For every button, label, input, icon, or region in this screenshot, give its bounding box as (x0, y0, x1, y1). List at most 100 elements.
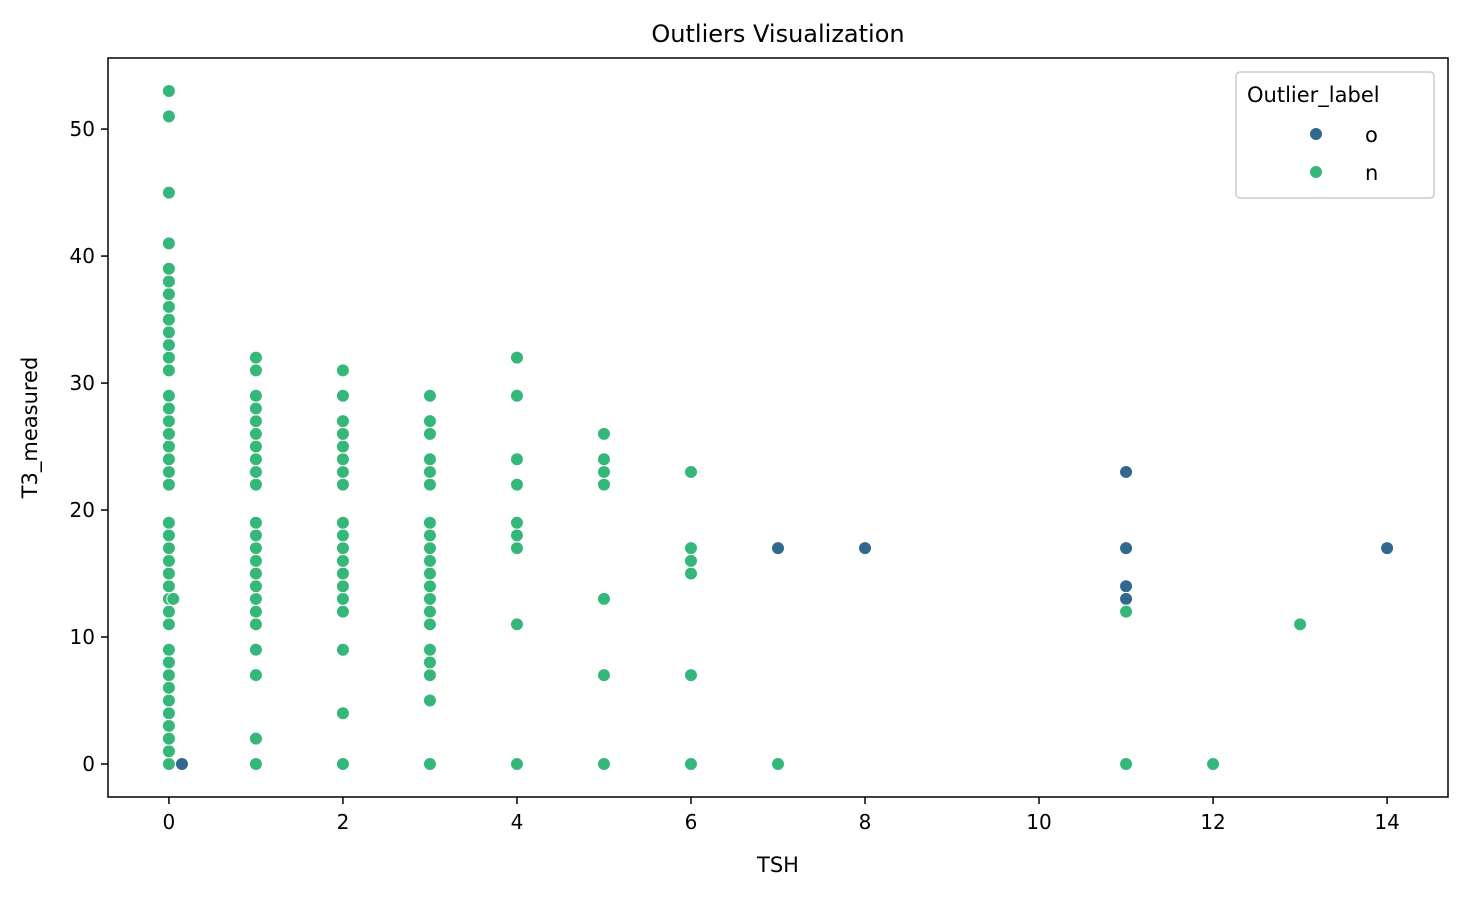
data-point-n-95 (422, 528, 437, 543)
data-point-o-5 (1119, 579, 1134, 594)
data-point-n-43 (248, 668, 263, 683)
data-point-n-60 (248, 401, 263, 416)
data-point-n-25 (161, 401, 176, 416)
data-point-o-7 (1380, 541, 1395, 556)
data-point-n-69 (335, 579, 350, 594)
y-axis-label: T3_measured (18, 357, 43, 500)
data-point-n-119 (683, 756, 698, 771)
data-point-n-54 (248, 477, 263, 492)
data-point-n-77 (335, 452, 350, 467)
chart-title: Outliers Visualization (651, 20, 904, 48)
data-point-n-111 (509, 350, 524, 365)
data-point-n-84 (422, 693, 437, 708)
data-point-n-49 (248, 566, 263, 581)
plot-frame (107, 57, 1449, 798)
data-point-n-124 (683, 464, 698, 479)
data-point-n-91 (422, 579, 437, 594)
data-point-n-5 (161, 693, 176, 708)
data-point-n-79 (335, 426, 350, 441)
data-point-n-76 (335, 464, 350, 479)
data-point-n-129 (1293, 617, 1308, 632)
data-point-o-2 (858, 541, 873, 556)
data-point-n-46 (248, 604, 263, 619)
data-point-n-1 (161, 744, 176, 759)
data-point-n-123 (683, 541, 698, 556)
data-point-n-128 (1206, 756, 1221, 771)
data-point-n-28 (161, 350, 176, 365)
data-point-n-99 (422, 452, 437, 467)
x-tick-label: 8 (859, 810, 872, 834)
data-point-n-31 (161, 312, 176, 327)
data-point-n-48 (248, 579, 263, 594)
data-point-n-125 (771, 756, 785, 771)
data-point-n-71 (335, 553, 350, 568)
data-point-n-81 (335, 388, 350, 403)
y-tick-label: 0 (82, 752, 95, 776)
data-point-n-83 (422, 756, 437, 771)
data-point-n-73 (335, 528, 350, 543)
data-point-n-103 (509, 756, 524, 771)
data-point-n-78 (335, 439, 350, 454)
data-point-n-37 (161, 185, 176, 200)
data-point-n-22 (161, 439, 176, 454)
data-point-n-94 (422, 541, 437, 556)
data-point-n-26 (161, 388, 176, 403)
data-point-n-88 (422, 617, 437, 632)
data-point-n-57 (248, 439, 263, 454)
x-tick-label: 12 (1200, 810, 1225, 834)
data-point-n-117 (596, 452, 611, 467)
legend-label-n: n (1365, 161, 1378, 185)
y-tick-label: 50 (70, 117, 95, 141)
legend-marker-o (1309, 127, 1323, 141)
x-tick-label: 6 (685, 810, 698, 834)
data-point-n-116 (596, 464, 611, 479)
data-point-n-59 (248, 414, 263, 429)
data-point-n-18 (161, 515, 176, 530)
legend-entries: on (1309, 123, 1378, 185)
data-point-n-101 (422, 414, 437, 429)
data-point-n-115 (596, 477, 611, 492)
data-point-n-92 (422, 566, 437, 581)
data-point-n-56 (248, 452, 263, 467)
data-point-n-2 (161, 731, 176, 746)
legend: Outlier_label on (1235, 71, 1435, 199)
y-tick-label: 20 (70, 498, 95, 522)
data-point-o-6 (1119, 591, 1134, 606)
data-point-n-127 (1119, 604, 1134, 619)
data-point-n-32 (161, 299, 176, 314)
data-point-n-109 (509, 452, 524, 467)
y-axis-ticks: 0 10 20 30 40 50 (70, 117, 108, 776)
data-point-n-51 (248, 541, 263, 556)
data-point-n-15 (161, 553, 176, 568)
data-point-n-50 (248, 553, 263, 568)
data-point-n-53 (248, 515, 263, 530)
data-point-n-126 (1119, 756, 1134, 771)
x-axis-label: TSH (756, 853, 799, 877)
data-point-n-121 (683, 566, 698, 581)
data-point-n-6 (161, 680, 176, 695)
data-point-n-120 (683, 668, 698, 683)
data-point-n-4 (161, 706, 176, 721)
data-point-n-68 (335, 591, 350, 606)
data-point-n-62 (248, 363, 263, 378)
y-tick-label: 10 (70, 625, 95, 649)
data-point-n-74 (335, 515, 350, 530)
data-point-n-14 (161, 566, 176, 581)
data-point-n-3 (161, 718, 176, 733)
data-point-n-41 (248, 756, 263, 771)
data-point-n-30 (161, 325, 176, 340)
x-tick-label: 4 (511, 810, 524, 834)
data-point-o-4 (1119, 541, 1134, 556)
x-tick-label: 2 (337, 810, 350, 834)
data-point-n-44 (248, 642, 263, 657)
data-point-n-93 (422, 553, 437, 568)
data-point-n-34 (161, 274, 176, 289)
data-point-n-105 (509, 541, 524, 556)
data-point-n-47 (248, 591, 263, 606)
data-point-n-0 (161, 756, 176, 771)
data-point-n-67 (335, 604, 350, 619)
data-point-n-24 (161, 414, 176, 429)
data-point-n-23 (161, 426, 176, 441)
data-point-n-86 (422, 655, 437, 670)
